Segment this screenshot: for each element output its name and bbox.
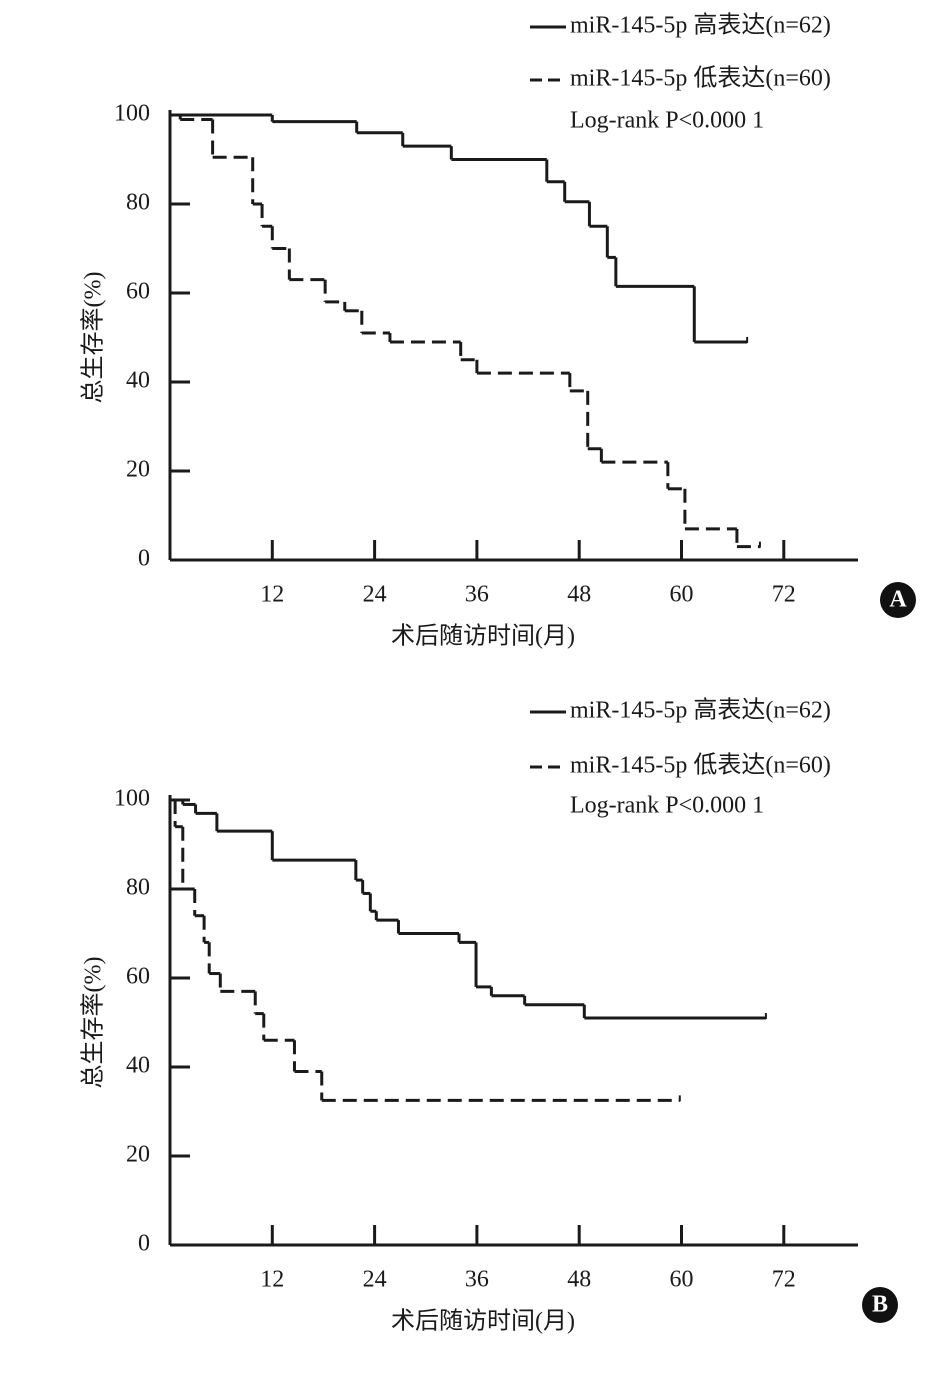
x-tick-label: 12 bbox=[260, 1267, 284, 1293]
x-axis-title: 术后随访时间(月) bbox=[391, 623, 575, 650]
y-tick-label: 60 bbox=[126, 279, 150, 305]
y-tick-label: 60 bbox=[126, 964, 150, 990]
x-tick-label: 12 bbox=[260, 582, 284, 608]
x-tick-label: 36 bbox=[465, 1267, 489, 1293]
y-axis-title: 总生存率(%) bbox=[80, 957, 107, 1089]
x-tick-label: 48 bbox=[567, 582, 591, 608]
legend-label: miR-145-5p 高表达(n=62) bbox=[570, 12, 831, 39]
x-axis-title: 术后随访时间(月) bbox=[391, 1308, 575, 1335]
y-tick-label: 20 bbox=[126, 1142, 150, 1168]
panel-label: B bbox=[872, 1292, 888, 1318]
annotation: Log-rank P<0.000 1 bbox=[570, 108, 764, 134]
y-tick-label: 80 bbox=[126, 190, 150, 216]
y-tick-label: 0 bbox=[138, 546, 150, 572]
y-tick-label: 100 bbox=[114, 101, 150, 127]
x-tick-label: 48 bbox=[567, 1267, 591, 1293]
x-tick-label: 72 bbox=[772, 582, 796, 608]
legend-label: miR-145-5p 高表达(n=62) bbox=[570, 697, 831, 724]
annotation: Log-rank P<0.000 1 bbox=[570, 793, 764, 819]
x-tick-label: 24 bbox=[363, 1267, 387, 1293]
y-tick-label: 40 bbox=[126, 368, 150, 394]
panel-badge bbox=[862, 1287, 898, 1323]
x-tick-label: 60 bbox=[670, 1267, 694, 1293]
chart-panel: miR-145-5p 高表达(n=62) miR-145-5p 低表达(n=60)… bbox=[80, 697, 898, 1335]
legend-label: miR-145-5p 低表达(n=60) bbox=[570, 65, 831, 92]
y-axis-title: 总生存率(%) bbox=[80, 272, 107, 404]
x-tick-label: 60 bbox=[670, 582, 694, 608]
y-tick-label: 40 bbox=[126, 1053, 150, 1079]
y-tick-label: 100 bbox=[114, 786, 150, 812]
y-tick-label: 20 bbox=[126, 457, 150, 483]
y-tick-label: 80 bbox=[126, 875, 150, 901]
x-tick-label: 24 bbox=[363, 582, 387, 608]
y-tick-label: 0 bbox=[138, 1231, 150, 1257]
legend-label: miR-145-5p 低表达(n=60) bbox=[570, 752, 831, 779]
chart-panel: miR-145-5p 高表达(n=62) miR-145-5p 低表达(n=60)… bbox=[80, 12, 916, 650]
panel-badge bbox=[880, 582, 916, 618]
x-tick-label: 72 bbox=[772, 1267, 796, 1293]
panel-label: A bbox=[889, 587, 907, 613]
x-tick-label: 36 bbox=[465, 582, 489, 608]
